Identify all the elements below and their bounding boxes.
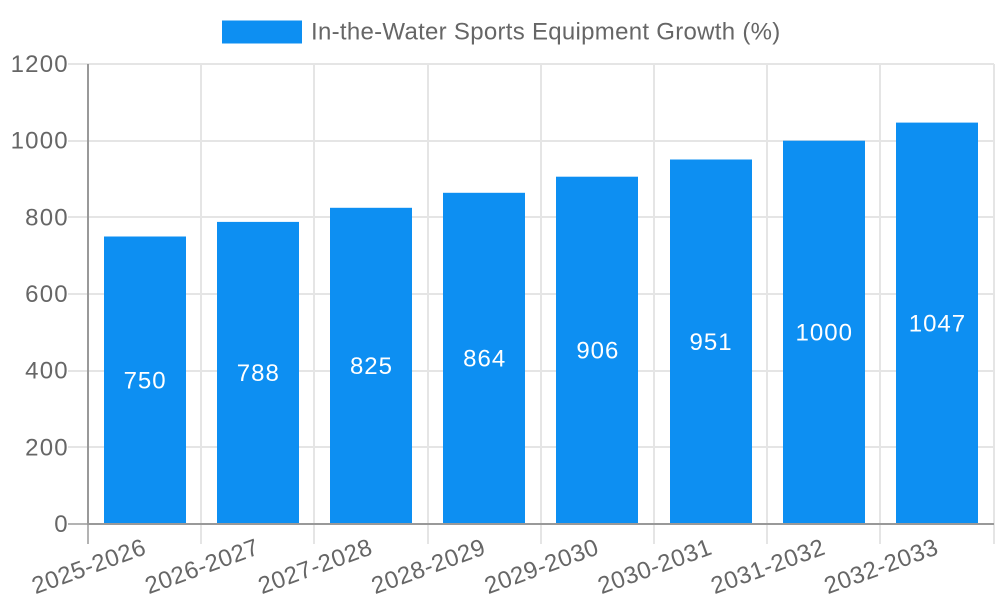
svg-text:750: 750 [124,367,167,394]
svg-text:951: 951 [690,329,733,356]
svg-text:0: 0 [54,511,69,538]
svg-text:400: 400 [25,358,69,385]
svg-text:864: 864 [463,346,506,373]
svg-text:200: 200 [25,434,69,461]
svg-text:In-the-Water Sports Equipment: In-the-Water Sports Equipment Growth (%) [311,19,781,46]
svg-text:906: 906 [576,338,619,365]
svg-text:1000: 1000 [796,319,853,346]
svg-text:1200: 1200 [11,51,69,78]
svg-text:1047: 1047 [909,310,966,337]
svg-text:1000: 1000 [11,128,69,155]
svg-text:825: 825 [350,353,393,380]
svg-text:788: 788 [237,360,280,387]
svg-text:600: 600 [25,281,69,308]
svg-text:800: 800 [25,204,69,231]
